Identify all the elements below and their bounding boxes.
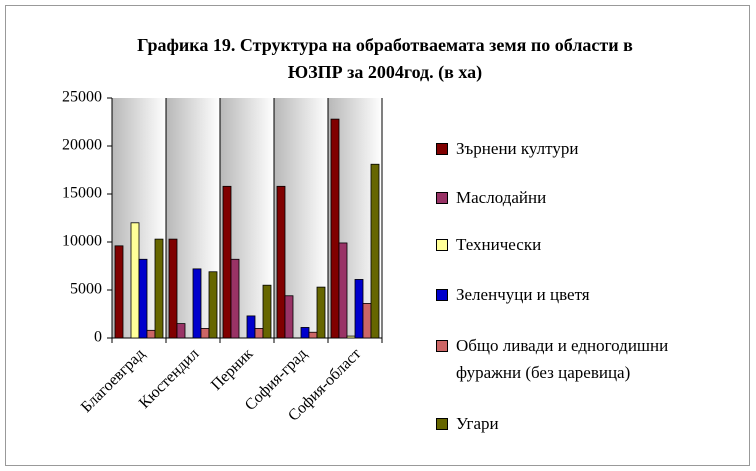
y-tick-label: 5000	[70, 281, 102, 298]
y-tick-label: 20000	[62, 137, 102, 154]
y-tick-label: 25000	[62, 89, 102, 106]
bar	[300, 327, 310, 339]
legend-entry: Угари	[436, 410, 736, 437]
bar	[370, 163, 380, 339]
y-tick-label: 0	[94, 329, 102, 346]
bar	[176, 323, 186, 339]
legend-entry: Маслодайни	[436, 184, 736, 211]
bar	[308, 331, 318, 339]
bar	[246, 315, 256, 339]
bar	[284, 295, 294, 339]
bar	[362, 303, 372, 339]
bar	[208, 271, 218, 339]
bar	[230, 258, 240, 339]
bar	[316, 286, 326, 339]
bar	[168, 238, 178, 339]
legend-entry: Технически	[436, 231, 736, 258]
legend-label: Общо ливади и едногодишни фуражни (без ц…	[456, 336, 669, 382]
bar	[222, 185, 232, 339]
bar	[262, 284, 272, 339]
legend-swatch	[436, 143, 448, 155]
bar	[114, 245, 124, 339]
legend-swatch	[436, 192, 448, 204]
bar	[276, 185, 286, 339]
bar	[346, 335, 356, 339]
legend-entry: Зеленчуци и цветя	[436, 281, 736, 308]
bar	[154, 238, 164, 339]
chart-title: Графика 19. Структура на обработваемата …	[137, 35, 633, 82]
legend-label: Маслодайни	[456, 188, 547, 207]
bar	[338, 242, 348, 339]
y-tick-label: 15000	[62, 185, 102, 202]
legend-swatch	[436, 289, 448, 301]
bar	[200, 327, 210, 339]
bar	[192, 268, 202, 339]
legend-label: Угари	[456, 414, 499, 433]
legend-swatch	[436, 340, 448, 352]
bar	[138, 258, 148, 339]
bar	[130, 222, 140, 339]
bar	[330, 118, 340, 339]
legend-label: Зеленчуци и цветя	[456, 285, 590, 304]
legend-label: Технически	[456, 235, 542, 254]
y-tick-label: 10000	[62, 233, 102, 250]
legend-entry: Общо ливади и едногодишни фуражни (без ц…	[436, 332, 736, 386]
legend-swatch	[436, 239, 448, 251]
bar	[254, 327, 264, 339]
legend-entry: Зърнени култури	[436, 135, 736, 162]
legend-swatch	[436, 418, 448, 430]
bar	[354, 279, 364, 339]
legend-label: Зърнени култури	[456, 139, 579, 158]
bar	[146, 329, 156, 339]
